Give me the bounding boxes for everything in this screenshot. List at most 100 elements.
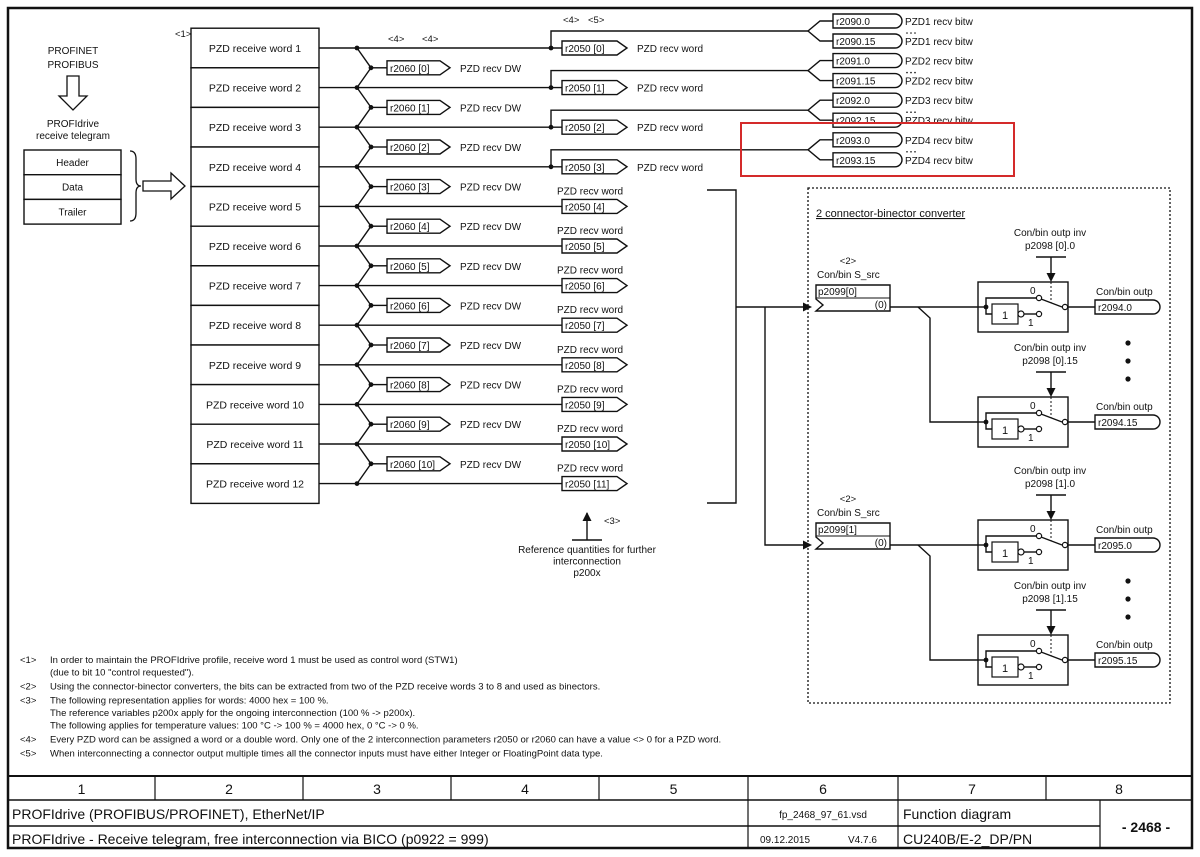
bitwise-split-line xyxy=(806,59,833,82)
switch-path-0 xyxy=(985,535,1036,545)
ellipsis-dot xyxy=(906,151,908,153)
r2060-connector-output xyxy=(386,416,452,432)
r2050-connector-output-param: r2050 [4] xyxy=(565,202,605,213)
telegram-title-2: receive telegram xyxy=(36,131,110,142)
word-output-label: PZD recv word xyxy=(557,384,623,395)
bitwise-output-last-param: r2092.15 xyxy=(836,116,876,127)
pzd-receive-word-label: PZD receive word 7 xyxy=(209,281,301,293)
note-text: When interconnecting a connector output … xyxy=(50,749,603,760)
ellipsis-dot xyxy=(906,32,908,34)
reference-text: interconnection xyxy=(553,557,621,568)
diagram-title: PROFIdrive (PROFIBUS/PROFINET), EtherNet… xyxy=(12,806,325,822)
r2050-connector-output-param: r2050 [10] xyxy=(565,440,610,451)
note-tag-1: <1> xyxy=(175,29,192,40)
inversion-bubble xyxy=(1017,425,1025,433)
column-number: 6 xyxy=(819,781,827,797)
column-number: 2 xyxy=(225,781,233,797)
inverter-param: p2098 [0].15 xyxy=(1022,356,1078,367)
pzd-receive-word-label: PZD receive word 2 xyxy=(209,83,301,95)
r2060-connector-output xyxy=(386,258,452,274)
r2060-connector-output-param: r2060 [8] xyxy=(390,381,430,392)
r2060-connector-output xyxy=(386,60,452,76)
bitwise-output-first-param: r2092.0 xyxy=(836,96,870,107)
word-output-label: PZD recv word xyxy=(637,84,703,95)
bitwise-output-last-param: r2093.15 xyxy=(836,156,876,167)
r2050-connector-output xyxy=(561,277,629,294)
pzd-receive-word-box xyxy=(190,463,320,505)
not-gate-label: 1 xyxy=(1002,548,1008,560)
converter-feed-line xyxy=(764,307,804,546)
double-word-output-label: PZD recv DW xyxy=(460,143,522,154)
r2050-connector-output-param: r2050 [0] xyxy=(565,44,605,55)
double-word-output-label: PZD recv DW xyxy=(460,341,522,352)
switch-pivot xyxy=(1061,418,1069,426)
bitwise-output-first xyxy=(832,92,903,108)
binector-output xyxy=(1094,299,1161,315)
continuation-dot xyxy=(1125,358,1131,364)
r2060-connector-output xyxy=(386,178,452,195)
page-number: - 2468 - xyxy=(1122,819,1171,835)
not-gate-label: 1 xyxy=(1002,310,1008,322)
brace-icon xyxy=(129,150,142,222)
bitwise-output-first xyxy=(832,52,903,69)
output-label: Con/bin outp xyxy=(1096,287,1153,298)
ellipsis-dot xyxy=(906,71,908,74)
binector-output xyxy=(1094,652,1161,668)
bitwise-output-last xyxy=(832,152,903,168)
bitwise-output-label: PZD2 recv bitw xyxy=(905,77,974,88)
binector-output-param: r2095.0 xyxy=(1098,541,1132,552)
pzd-receive-word-label: PZD receive word 10 xyxy=(206,399,304,411)
column-number: 8 xyxy=(1115,781,1123,797)
telegram-part-box xyxy=(23,198,122,225)
double-word-output-label: PZD recv DW xyxy=(460,64,522,75)
switch-path-0 xyxy=(985,412,1036,422)
inverter-param: p2098 [1].15 xyxy=(1022,594,1078,605)
bitwise-signal-line xyxy=(550,149,808,167)
reference-text: Reference quantities for further xyxy=(518,545,657,556)
r2050-connector-output-param: r2050 [2] xyxy=(565,123,605,134)
r2050-connector-output-param: r2050 [7] xyxy=(565,321,605,332)
switch-label-0: 0 xyxy=(1030,524,1036,535)
double-word-output-label: PZD recv DW xyxy=(460,460,522,471)
note-tag-4: <4> xyxy=(563,15,580,26)
word-output-label: PZD recv word xyxy=(637,44,703,55)
pzd-receive-word-box xyxy=(190,423,320,465)
continuation-dot xyxy=(1125,340,1131,346)
r2060-connector-output xyxy=(386,337,452,353)
r2050-connector-output xyxy=(561,475,629,492)
telegram-title: PROFIdrive xyxy=(47,119,100,130)
note-tag-3: <3> xyxy=(604,516,621,527)
switch-path-0 xyxy=(985,650,1036,660)
switch-contact-0 xyxy=(1035,647,1043,655)
binector-output-param: r2094.0 xyxy=(1098,303,1132,314)
r2060-connector-output-param: r2060 [4] xyxy=(390,222,430,233)
arrow-head-icon xyxy=(582,512,592,521)
note-tag-2: <2> xyxy=(840,494,857,505)
hollow-arrow-down-icon xyxy=(57,75,89,111)
note-tag-5: <5> xyxy=(588,15,605,26)
ellipsis-dot xyxy=(914,151,916,153)
switch-pivot xyxy=(1061,656,1069,664)
page-frame xyxy=(6,6,1194,850)
r2060-connector-output-param: r2060 [6] xyxy=(390,301,430,312)
pzd-receive-word-label: PZD receive word 1 xyxy=(209,43,301,55)
bitwise-output-label: PZD2 recv bitw xyxy=(905,57,974,68)
r2050-connector-output-param: r2050 [6] xyxy=(565,282,605,293)
continuation-dot xyxy=(1125,596,1131,602)
switch-label-1: 1 xyxy=(1028,433,1034,444)
r2050-connector-output-param: r2050 [3] xyxy=(565,163,605,174)
switch-label-1: 1 xyxy=(1028,671,1034,682)
double-word-output-label: PZD recv DW xyxy=(460,301,522,312)
pzd-receive-word-box xyxy=(190,27,320,69)
bitwise-output-last-param: r2090.15 xyxy=(836,37,876,48)
ellipsis-dot xyxy=(906,111,908,113)
note-tag: <2> xyxy=(20,682,37,693)
double-word-output-label: PZD recv DW xyxy=(460,381,522,392)
pzd-receive-word-label: PZD receive word 6 xyxy=(209,241,301,253)
r2050-connector-output xyxy=(561,436,629,452)
binector-output xyxy=(1094,537,1161,553)
pzd-receive-word-label: PZD receive word 3 xyxy=(209,122,301,134)
note-text: The reference variables p200x apply for … xyxy=(50,708,415,719)
r2050-connector-output xyxy=(561,317,629,333)
diagram-version: V4.7.6 xyxy=(848,835,877,846)
